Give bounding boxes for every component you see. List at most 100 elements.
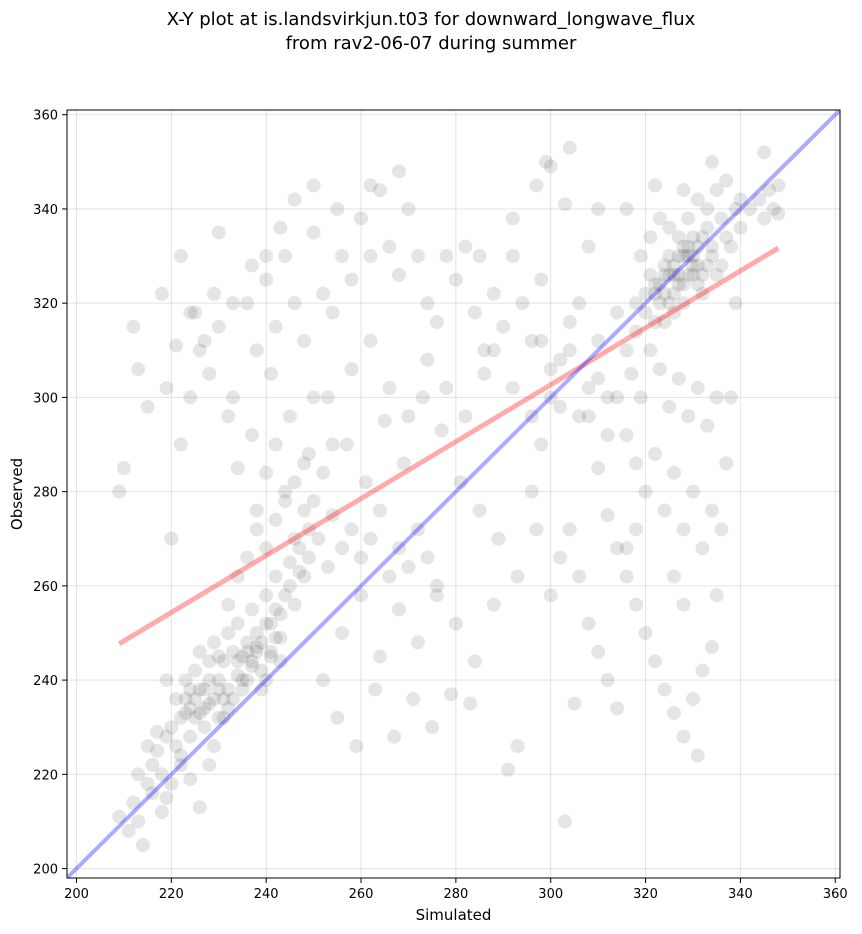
x-tick-label: 280 (443, 887, 468, 902)
scatter-point (667, 706, 682, 721)
scatter-point (643, 343, 658, 358)
scatter-point (648, 315, 663, 330)
scatter-point (685, 267, 700, 282)
scatter-point (629, 324, 644, 339)
scatter-point (676, 296, 691, 311)
scatter-point (486, 597, 501, 612)
scatter-point (690, 748, 705, 763)
scatter-point (154, 767, 169, 782)
scatter-point (572, 409, 587, 424)
scatter-point (704, 239, 719, 254)
y-tick-label: 340 (33, 203, 58, 218)
scatter-point (600, 390, 615, 405)
scatter-point (282, 578, 297, 593)
scatter-point (723, 239, 738, 254)
scatter-point (173, 757, 188, 772)
scatter-point (249, 503, 264, 518)
scatter-point (382, 239, 397, 254)
scatter-point (420, 550, 435, 565)
scatter-point (567, 696, 582, 711)
scatter-point (150, 743, 165, 758)
scatter-point (292, 541, 307, 556)
scatter-point (391, 541, 406, 556)
scatter-point (420, 352, 435, 367)
scatter-point (410, 249, 425, 264)
scatter-point (240, 296, 255, 311)
scatter-point (273, 220, 288, 235)
scatter-point (448, 616, 463, 631)
scatter-point (619, 201, 634, 216)
scatter-point (225, 691, 240, 706)
scatter-point (273, 630, 288, 645)
scatter-point (695, 286, 710, 301)
scatter-point (681, 409, 696, 424)
scatter-point (652, 211, 667, 226)
scatter-point (230, 668, 245, 683)
scatter-point (249, 625, 264, 640)
grid-lines (67, 110, 840, 878)
scatter-point (619, 541, 634, 556)
scatter-point (159, 380, 174, 395)
scatter-point (230, 654, 245, 669)
scatter-point (690, 380, 705, 395)
scatter-point (610, 390, 625, 405)
scatter-point (240, 673, 255, 688)
scatter-point (278, 249, 293, 264)
scatter-point (197, 720, 212, 735)
scatter-point (197, 333, 212, 348)
scatter-point (287, 192, 302, 207)
scatter-point (524, 484, 539, 499)
scatter-point (671, 277, 686, 292)
scatter-point (501, 762, 516, 777)
scatter-point (648, 286, 663, 301)
scatter-point (648, 446, 663, 461)
scatter-point (211, 710, 226, 725)
x-tick-label: 260 (349, 887, 374, 902)
scatter-point (297, 456, 312, 471)
scatter-point (221, 597, 236, 612)
y-tick-label: 260 (33, 580, 58, 595)
scatter-point (676, 183, 691, 198)
scatter-point (202, 654, 217, 669)
scatter-point (225, 644, 240, 659)
scatter-point (197, 701, 212, 716)
scatter-point (676, 249, 691, 264)
scatter-point (671, 230, 686, 245)
scatter-point (742, 201, 757, 216)
scatter-point (610, 541, 625, 556)
scatter-point (648, 178, 663, 193)
y-tick-label: 300 (33, 391, 58, 406)
scatter-point (183, 682, 198, 697)
scatter-point (349, 739, 364, 754)
scatter-point (372, 649, 387, 664)
scatter-point (178, 691, 193, 706)
scatter-point (700, 201, 715, 216)
scatter-point (591, 644, 606, 659)
scatter-point (771, 178, 786, 193)
scatter-point (230, 569, 245, 584)
scatter-point (600, 508, 615, 523)
scatter-point (581, 409, 596, 424)
scatter-point (211, 649, 226, 664)
scatter-point (249, 343, 264, 358)
scatter-point (581, 239, 596, 254)
regression-line (117, 245, 780, 646)
scatter-point (695, 230, 710, 245)
scatter-point (657, 682, 672, 697)
scatter-point (335, 625, 350, 640)
scatter-point (188, 663, 203, 678)
scatter-point (652, 362, 667, 377)
scatter-point (439, 380, 454, 395)
scatter-point (629, 296, 644, 311)
scatter-point (244, 654, 259, 669)
scatter-point (657, 503, 672, 518)
scatter-point (244, 658, 259, 673)
scatter-point (752, 192, 767, 207)
identity-line (67, 110, 840, 878)
scatter-point (638, 484, 653, 499)
scatter-point (610, 305, 625, 320)
scatter-point (335, 541, 350, 556)
scatter-point (401, 560, 416, 575)
scatter-point (676, 729, 691, 744)
scatter-point (268, 569, 283, 584)
